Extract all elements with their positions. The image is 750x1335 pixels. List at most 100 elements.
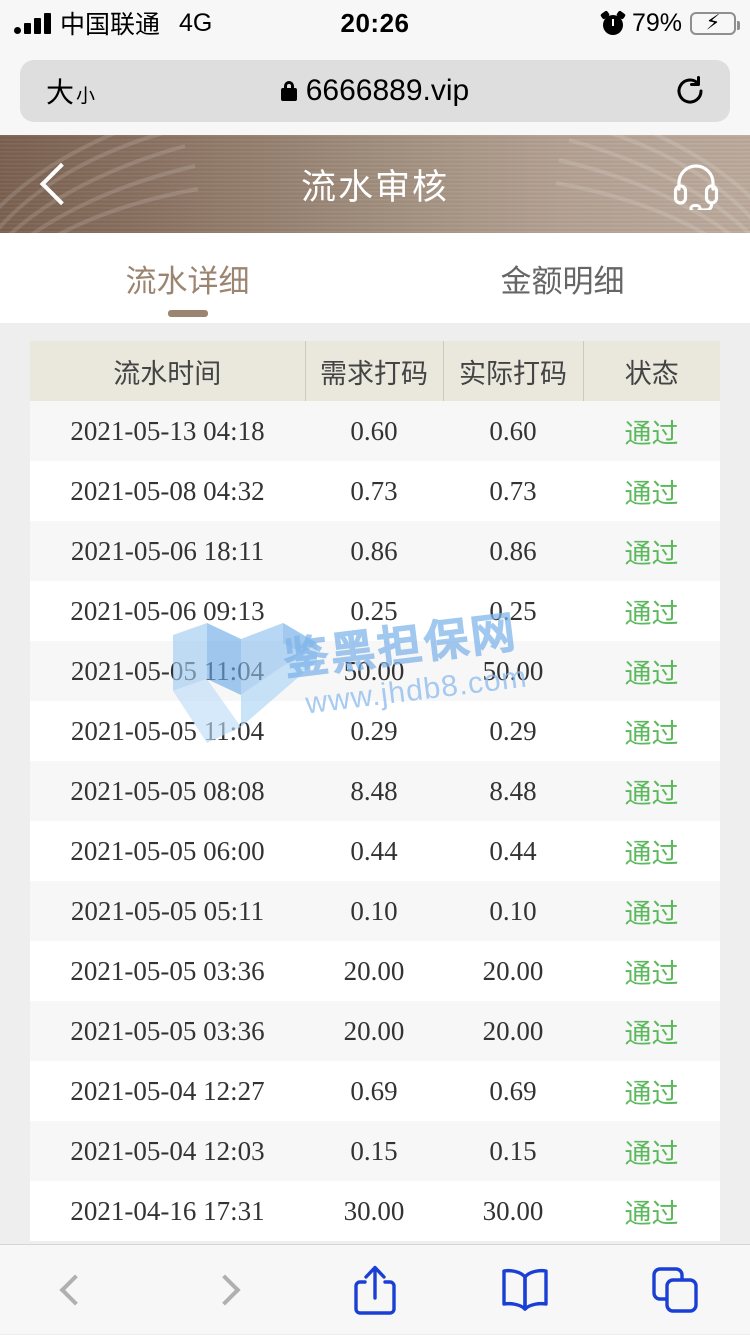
cell-status: 通过 <box>624 838 679 869</box>
browser-bottom-toolbar <box>0 1244 750 1334</box>
cell-time: 2021-05-05 11:04 <box>70 655 265 686</box>
table-row[interactable]: 2021-05-05 08:08 8.48 8.48 通过 <box>30 761 720 821</box>
cell-actual: 20.00 <box>482 1015 544 1046</box>
cell-status: 通过 <box>624 718 679 749</box>
cell-actual: 20.00 <box>482 955 544 986</box>
cell-required: 50.00 <box>343 655 405 686</box>
cell-actual: 0.73 <box>489 475 537 506</box>
customer-support-button[interactable] <box>660 135 732 233</box>
leaf-decoration-right <box>555 135 750 233</box>
content-tab-bar: 流水详细 金额明细 <box>0 233 750 323</box>
cell-time: 2021-04-16 17:31 <box>70 1195 265 1226</box>
cell-status: 通过 <box>624 1078 679 1109</box>
table-row[interactable]: 2021-05-04 12:27 0.69 0.69 通过 <box>30 1061 720 1121</box>
status-bar-left: 中国联通 4G <box>14 5 212 41</box>
cell-time: 2021-05-05 06:00 <box>70 835 265 866</box>
chevron-right-icon <box>209 1273 241 1306</box>
cell-time: 2021-05-04 12:27 <box>70 1075 265 1106</box>
table-header-row: 流水时间 需求打码 实际打码 状态 <box>30 341 720 401</box>
cell-time: 2021-05-05 08:08 <box>70 775 265 806</box>
url-center: 6666889.vip <box>20 74 730 108</box>
signal-bars-icon <box>14 12 51 34</box>
column-header-time: 流水时间 <box>30 341 306 401</box>
table-body: 2021-05-13 04:18 0.60 0.60 通过 2021-05-08 04… <box>30 401 720 1241</box>
cell-time: 2021-05-08 04:32 <box>70 475 265 506</box>
table-row[interactable]: 2021-05-05 03:36 20.00 20.00 通过 <box>30 941 720 1001</box>
cell-required: 0.86 <box>350 535 398 566</box>
reload-icon[interactable] <box>674 75 706 107</box>
status-bar-right: 79% ⚡ <box>599 8 740 38</box>
battery-percent: 79% <box>631 8 682 37</box>
cell-status: 通过 <box>624 538 679 569</box>
browser-back-button[interactable] <box>0 1245 150 1335</box>
cell-required: 8.48 <box>350 775 398 806</box>
text-size-small-label: 小 <box>76 85 96 107</box>
cell-actual: 0.29 <box>489 715 537 746</box>
cell-actual: 0.44 <box>489 835 537 866</box>
cell-required: 0.73 <box>350 475 398 506</box>
battery-charging-icon: ⚡ <box>690 11 740 35</box>
browser-tabs-button[interactable] <box>600 1245 750 1335</box>
transaction-table: 流水时间 需求打码 实际打码 状态 2021-05-13 04:18 0.60 0.… <box>30 341 720 1241</box>
browser-url-bar-container: 大 小 6666889.vip <box>0 46 750 135</box>
cell-time: 2021-05-05 05:11 <box>70 895 265 926</box>
browser-forward-button[interactable] <box>150 1245 300 1335</box>
cell-time: 2021-05-05 11:04 <box>70 715 265 746</box>
table-row[interactable]: 2021-05-05 06:00 0.44 0.44 通过 <box>30 821 720 881</box>
table-row[interactable]: 2021-05-05 11:04 0.29 0.29 通过 <box>30 701 720 761</box>
tabs-icon <box>652 1266 698 1313</box>
url-bar[interactable]: 大 小 6666889.vip <box>20 59 730 122</box>
cell-actual: 50.00 <box>482 655 544 686</box>
cell-actual: 0.69 <box>489 1075 537 1106</box>
tab-label: 流水详细 <box>125 263 250 299</box>
cell-required: 0.10 <box>350 895 398 926</box>
cell-status: 通过 <box>624 598 679 629</box>
table-row[interactable]: 2021-05-13 04:18 0.60 0.60 通过 <box>30 401 720 461</box>
table-row[interactable]: 2021-04-16 17:31 30.00 30.00 通过 <box>30 1181 720 1241</box>
tab-amount-detail[interactable]: 金额明细 <box>375 233 750 323</box>
tab-transaction-detail[interactable]: 流水详细 <box>0 233 375 323</box>
cell-time: 2021-05-05 03:36 <box>70 1015 265 1046</box>
status-bar-clock: 20:26 <box>340 7 410 38</box>
cell-status: 通过 <box>624 658 679 689</box>
cell-time: 2021-05-05 03:36 <box>70 955 265 986</box>
column-header-required: 需求打码 <box>305 341 444 401</box>
cell-status: 通过 <box>624 958 679 989</box>
table-row[interactable]: 2021-05-04 12:03 0.15 0.15 通过 <box>30 1121 720 1181</box>
text-size-button[interactable]: 大 小 <box>46 71 95 111</box>
url-text[interactable]: 6666889.vip <box>305 73 470 107</box>
cell-actual: 0.10 <box>489 895 537 926</box>
table-header: 流水时间 需求打码 实际打码 状态 <box>30 341 720 401</box>
cell-required: 30.00 <box>343 1195 405 1226</box>
headset-icon <box>673 164 719 210</box>
share-icon <box>354 1265 396 1315</box>
table-row[interactable]: 2021-05-06 18:11 0.86 0.86 通过 <box>30 521 720 581</box>
page-title: 流水审核 <box>300 167 449 207</box>
cell-time: 2021-05-06 09:13 <box>70 595 265 626</box>
transaction-table-container[interactable]: 流水时间 需求打码 实际打码 状态 2021-05-13 04:18 0.60 0.… <box>30 341 720 1244</box>
cell-required: 0.44 <box>350 835 398 866</box>
table-row[interactable]: 2021-05-05 03:36 20.00 20.00 通过 <box>30 1001 720 1061</box>
cell-actual: 8.48 <box>489 775 537 806</box>
cell-status: 通过 <box>624 418 679 449</box>
table-row[interactable]: 2021-05-06 09:13 0.25 0.25 通过 <box>30 581 720 641</box>
cell-status: 通过 <box>624 778 679 809</box>
table-row[interactable]: 2021-05-08 04:32 0.73 0.73 通过 <box>30 461 720 521</box>
carrier-name: 中国联通 <box>60 11 161 39</box>
cell-time: 2021-05-04 12:03 <box>70 1135 265 1166</box>
browser-share-button[interactable] <box>300 1245 450 1335</box>
table-row[interactable]: 2021-05-05 11:04 50.00 50.00 通过 <box>30 641 720 701</box>
tab-label: 金额明细 <box>500 263 625 299</box>
cell-required: 0.69 <box>350 1075 398 1106</box>
cell-status: 通过 <box>624 898 679 929</box>
cell-required: 0.25 <box>350 595 398 626</box>
header-texture <box>0 135 750 233</box>
cell-actual: 0.15 <box>489 1135 537 1166</box>
tab-active-indicator <box>167 310 208 317</box>
lock-icon <box>280 80 297 101</box>
leaf-decoration-left <box>0 135 199 233</box>
book-icon <box>502 1268 548 1311</box>
browser-bookmarks-button[interactable] <box>450 1245 600 1335</box>
cell-required: 20.00 <box>343 955 405 986</box>
table-row[interactable]: 2021-05-05 05:11 0.10 0.10 通过 <box>30 881 720 941</box>
